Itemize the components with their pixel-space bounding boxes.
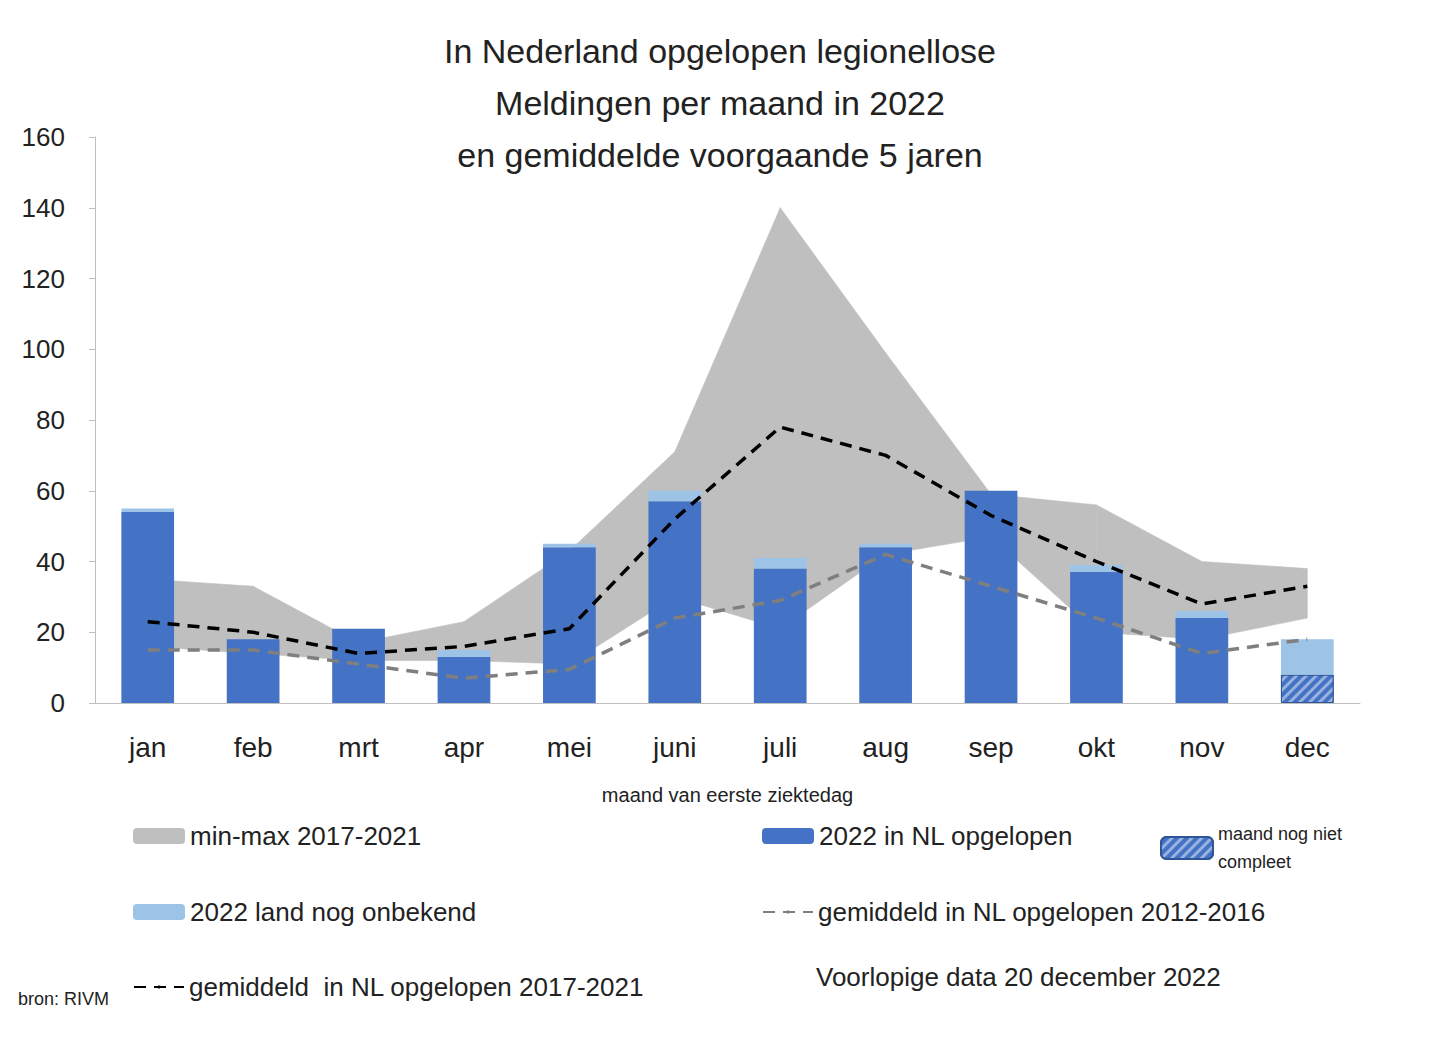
svg-text:mei: mei bbox=[547, 732, 592, 763]
svg-text:en gemiddelde voorgaande 5 jar: en gemiddelde voorgaande 5 jaren bbox=[457, 136, 983, 174]
svg-text:mrt: mrt bbox=[338, 732, 379, 763]
svg-text:compleet: compleet bbox=[1218, 852, 1291, 872]
svg-text:60: 60 bbox=[36, 476, 65, 506]
svg-text:120: 120 bbox=[22, 264, 65, 294]
svg-text:160: 160 bbox=[22, 122, 65, 152]
svg-text:min-max 2017-2021: min-max 2017-2021 bbox=[190, 821, 421, 851]
svg-text:sep: sep bbox=[968, 732, 1013, 763]
svg-text:In Nederland opgelopen legione: In Nederland opgelopen legionellose bbox=[444, 32, 996, 70]
svg-text:apr: apr bbox=[444, 732, 484, 763]
svg-text:Voorlopige data 20 december 20: Voorlopige data 20 december 2022 bbox=[816, 962, 1221, 992]
svg-text:juli: juli bbox=[762, 732, 797, 763]
svg-text:maand nog niet: maand nog niet bbox=[1218, 824, 1347, 844]
svg-text:gemiddeld in NL opgelopen 2012: gemiddeld in NL opgelopen 2012-2016 bbox=[818, 897, 1265, 927]
svg-text:jan: jan bbox=[128, 732, 166, 763]
svg-text:aug: aug bbox=[862, 732, 909, 763]
svg-text:gemiddeld in NL opgelopen 201: gemiddeld in NL opgelopen 2017-2021 bbox=[189, 972, 643, 1002]
svg-text:0: 0 bbox=[51, 688, 65, 718]
svg-text:40: 40 bbox=[36, 547, 65, 577]
svg-text:feb: feb bbox=[234, 732, 273, 763]
svg-text:2022 land nog onbekend: 2022 land nog onbekend bbox=[190, 897, 476, 927]
svg-text:2022 in NL opgelopen: 2022 in NL opgelopen bbox=[819, 821, 1072, 851]
svg-text:okt: okt bbox=[1078, 732, 1116, 763]
svg-text:bron: RIVM: bron: RIVM bbox=[18, 989, 109, 1009]
svg-text:juni: juni bbox=[652, 732, 697, 763]
svg-text:nov: nov bbox=[1179, 732, 1224, 763]
svg-text:Meldingen per maand in 2022: Meldingen per maand in 2022 bbox=[495, 84, 945, 122]
svg-text:dec: dec bbox=[1285, 732, 1330, 763]
svg-text:100: 100 bbox=[22, 334, 65, 364]
svg-text:140: 140 bbox=[22, 193, 65, 223]
svg-text:maand van eerste ziektedag: maand van eerste ziektedag bbox=[602, 784, 853, 806]
svg-text:80: 80 bbox=[36, 405, 65, 435]
svg-text:20: 20 bbox=[36, 617, 65, 647]
